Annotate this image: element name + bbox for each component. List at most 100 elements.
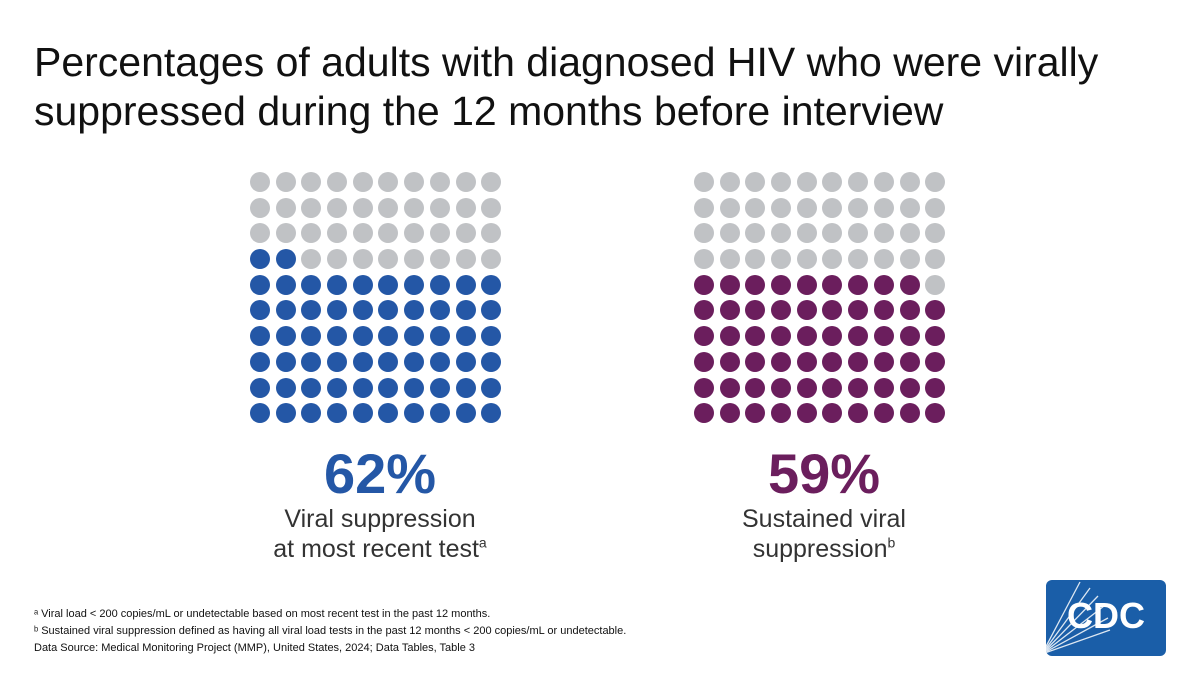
waffle-dot-empty — [481, 172, 502, 192]
label-sustained: Sustained viral suppressionb — [634, 504, 1014, 564]
waffle-dot-filled — [745, 351, 766, 372]
waffle-dot-empty — [455, 172, 476, 192]
waffle-dot-empty — [327, 223, 348, 244]
waffle-dot-filled — [719, 377, 740, 398]
waffle-dot-filled — [848, 377, 869, 398]
waffle-dot-filled — [378, 403, 399, 424]
waffle-dot-empty — [925, 172, 946, 192]
waffle-dot-filled — [429, 351, 450, 372]
waffle-dot-filled — [848, 274, 869, 295]
waffle-dot-filled — [404, 351, 425, 372]
waffle-dot-filled — [796, 326, 817, 347]
waffle-dot-filled — [771, 351, 792, 372]
waffle-dot-filled — [481, 377, 502, 398]
waffle-dot-empty — [455, 197, 476, 218]
waffle-dot-filled — [327, 403, 348, 424]
waffle-dot-filled — [481, 326, 502, 347]
waffle-dot-filled — [745, 377, 766, 398]
waffle-dot-filled — [327, 274, 348, 295]
waffle-dot-filled — [352, 300, 373, 321]
waffle-dot-empty — [796, 172, 817, 192]
waffle-dot-empty — [745, 249, 766, 270]
waffle-dot-empty — [378, 249, 399, 270]
waffle-dot-empty — [429, 172, 450, 192]
waffle-dot-filled — [899, 377, 920, 398]
waffle-dot-empty — [327, 197, 348, 218]
waffle-dot-empty — [796, 197, 817, 218]
waffle-dot-empty — [481, 197, 502, 218]
waffle-dot-filled — [822, 274, 843, 295]
waffle-dot-filled — [719, 403, 740, 424]
waffle-dot-empty — [771, 197, 792, 218]
waffle-dot-empty — [719, 172, 740, 192]
waffle-dot-empty — [429, 249, 450, 270]
waffle-dot-empty — [899, 249, 920, 270]
waffle-dot-filled — [455, 377, 476, 398]
label-sustained-line2: suppression — [752, 535, 888, 563]
waffle-dot-filled — [694, 300, 714, 321]
waffle-dot-empty — [275, 223, 296, 244]
waffle-dot-filled — [481, 300, 502, 321]
waffle-dot-filled — [275, 326, 296, 347]
footnote-marker-b: b — [887, 534, 896, 551]
waffle-dot-empty — [378, 223, 399, 244]
waffle-dot-filled — [848, 351, 869, 372]
label-recent-test: Viral suppression at most recent testa — [190, 504, 570, 564]
waffle-dot-filled — [481, 351, 502, 372]
waffle-dot-filled — [822, 403, 843, 424]
waffle-dot-filled — [694, 274, 714, 295]
waffle-dot-filled — [694, 377, 714, 398]
waffle-dot-empty — [848, 223, 869, 244]
waffle-dot-empty — [873, 172, 894, 192]
waffle-dot-empty — [822, 172, 843, 192]
waffle-dot-empty — [899, 223, 920, 244]
waffle-dot-filled — [301, 403, 322, 424]
waffle-dot-filled — [873, 403, 894, 424]
waffle-dot-empty — [301, 172, 322, 192]
waffle-dot-empty — [771, 172, 792, 192]
waffle-dot-empty — [848, 172, 869, 192]
waffle-dot-filled — [481, 403, 502, 424]
waffle-dot-empty — [745, 197, 766, 218]
waffle-dot-filled — [719, 326, 740, 347]
waffle-dot-filled — [275, 300, 296, 321]
waffle-dot-filled — [745, 274, 766, 295]
waffle-dot-empty — [404, 172, 425, 192]
waffle-dot-filled — [378, 300, 399, 321]
waffle-dot-empty — [694, 172, 714, 192]
waffle-dot-filled — [404, 300, 425, 321]
waffle-dot-filled — [327, 300, 348, 321]
waffle-dot-filled — [899, 351, 920, 372]
waffle-dot-filled — [404, 377, 425, 398]
waffle-dot-filled — [455, 300, 476, 321]
waffle-dot-filled — [275, 377, 296, 398]
percent-value-recent-test: 62% — [323, 442, 437, 505]
waffle-dot-filled — [796, 351, 817, 372]
waffle-dot-filled — [899, 403, 920, 424]
waffle-dot-filled — [873, 326, 894, 347]
waffle-grid-recent-test — [250, 172, 510, 424]
waffle-dot-empty — [455, 223, 476, 244]
waffle-dot-filled — [378, 326, 399, 347]
waffle-dot-empty — [429, 197, 450, 218]
waffle-dot-empty — [694, 223, 714, 244]
waffle-dot-empty — [899, 197, 920, 218]
waffle-dot-empty — [694, 249, 714, 270]
waffle-dot-empty — [301, 249, 322, 270]
waffle-dot-empty — [404, 223, 425, 244]
waffle-dot-filled — [352, 326, 373, 347]
waffle-dot-empty — [275, 172, 296, 192]
waffle-dot-filled — [925, 351, 946, 372]
waffle-dot-filled — [250, 326, 270, 347]
chart-title: Percentages of adults with diagnosed HIV… — [34, 39, 1099, 134]
waffle-dot-empty — [822, 223, 843, 244]
waffle-dot-filled — [429, 403, 450, 424]
waffle-dot-filled — [771, 326, 792, 347]
waffle-dot-filled — [378, 351, 399, 372]
waffle-dot-filled — [378, 377, 399, 398]
waffle-dot-empty — [301, 223, 322, 244]
waffle-dot-filled — [822, 300, 843, 321]
waffle-dot-filled — [848, 326, 869, 347]
waffle-dot-filled — [301, 274, 322, 295]
waffle-dot-filled — [925, 377, 946, 398]
